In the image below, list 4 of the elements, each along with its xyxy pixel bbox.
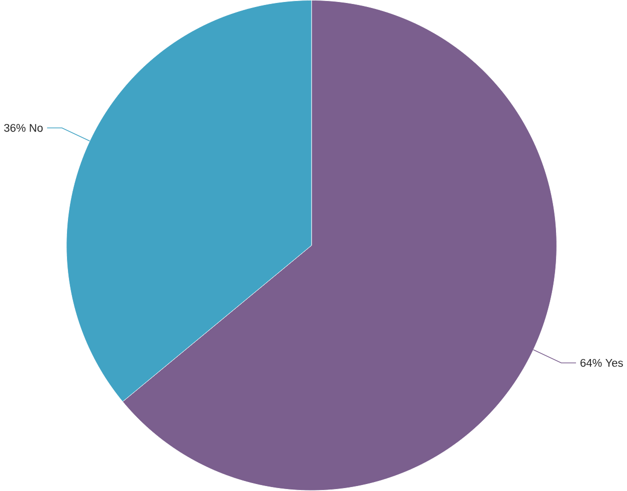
data-label: 36% xyxy=(4,124,26,132)
slice-label: No xyxy=(30,124,43,132)
data-label: 64% xyxy=(580,359,602,367)
slice-label: Yes xyxy=(605,359,623,367)
